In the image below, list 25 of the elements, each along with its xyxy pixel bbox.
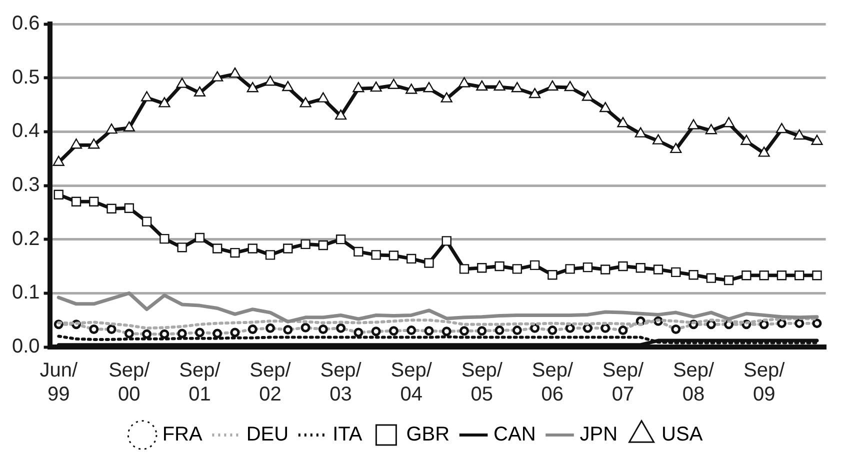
x-tick-label: Jun/99 [40, 360, 78, 406]
y-tick-label: 0.4 [12, 120, 40, 142]
legend-label: ITA [332, 424, 363, 446]
y-tick-label: 0.1 [12, 282, 40, 304]
legend-label: JPN [580, 424, 618, 446]
x-tick-label: Sep/08 [672, 360, 715, 406]
y-tick-label: 0.3 [12, 174, 40, 196]
legend-label: CAN [494, 424, 536, 446]
x-tick-label: Sep/02 [250, 360, 292, 406]
x-tick-label: Sep/01 [179, 360, 221, 406]
legend-label: GBR [406, 424, 450, 446]
x-tick-label: Sep/05 [461, 360, 503, 406]
legend-label: USA [662, 424, 704, 446]
x-tick-label: Sep/04 [390, 360, 432, 406]
legend-label: DEU [246, 424, 289, 446]
x-tick-label: Sep/03 [320, 360, 362, 406]
legend-label: FRA [162, 424, 203, 446]
y-tick-label: 0.5 [12, 66, 40, 88]
y-tick-label: 0.6 [12, 12, 40, 35]
x-tick-label: Sep/09 [743, 360, 786, 406]
x-tick-label: Sep/07 [602, 360, 644, 406]
x-tick-label: Sep/00 [108, 360, 150, 406]
y-tick-label: 0.0 [12, 336, 40, 358]
x-tick-label: Sep/06 [532, 360, 574, 406]
y-tick-label: 0.2 [12, 228, 40, 250]
